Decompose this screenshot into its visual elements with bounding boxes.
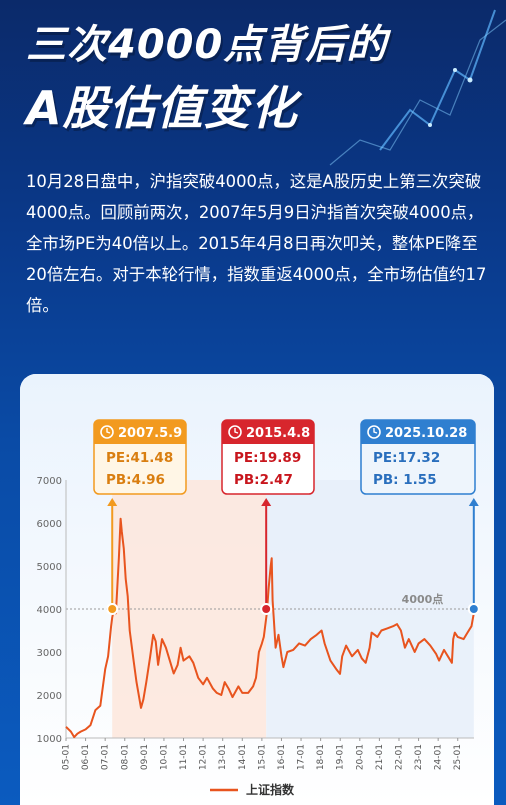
callout-date: 2007.5.9	[118, 426, 182, 441]
x-tick-label: 17-01	[297, 744, 307, 770]
x-tick-label: 20-01	[355, 744, 365, 770]
chart-card: 4000点 1000 2000 3000 4000 5000 6000 7000 05-01 06…	[20, 374, 494, 805]
callout-pe: PE:19.89	[234, 450, 301, 466]
x-tick-label: 13-01	[218, 744, 228, 770]
clock-icon-hands	[106, 428, 111, 434]
callout-header-fill	[94, 436, 186, 444]
callout-pe: PE:41.48	[106, 450, 173, 466]
marker-point-0	[106, 603, 119, 615]
intro-text: 10月28日盘中，沪指突破4000点，这是A股历史上第三次突破4000点。回顾前…	[26, 172, 487, 315]
x-tick-label: 08-01	[120, 744, 130, 770]
y-tick-label: 1000	[37, 734, 62, 745]
callout-box-2: 2025.10.28 PE:17.32 PB: 1.55	[360, 419, 476, 495]
y-tick-label: 2000	[37, 691, 62, 702]
callout-arrowhead-1	[261, 498, 272, 506]
x-tick-label: 23-01	[414, 744, 424, 770]
callout-pe: PE:17.32	[373, 450, 440, 466]
x-tick-label: 25-01	[453, 744, 463, 770]
x-tick-label: 14-01	[238, 744, 248, 770]
marker-point-1	[260, 603, 273, 615]
x-tick-label: 18-01	[316, 744, 326, 770]
x-tick-label: 06-01	[81, 744, 91, 770]
clock-icon-hands	[234, 428, 239, 434]
y-tick-label: 4000	[37, 605, 62, 616]
y-tick-label: 5000	[37, 562, 62, 573]
callout-box-1: 2015.4.8 PE:19.89 PB:2.47	[221, 419, 315, 495]
callout-box-0: 2007.5.9 PE:41.48 PB:4.96	[93, 419, 187, 495]
x-tick-label: 12-01	[199, 744, 209, 770]
page-title-line-2: A股估值变化	[26, 81, 298, 135]
index-line-chart: 4000点 1000 2000 3000 4000 5000 6000 7000 05-01 06…	[20, 374, 494, 805]
callout-pb: PB:4.96	[106, 472, 165, 488]
callout-date: 2015.4.8	[246, 426, 310, 441]
callout-header-fill	[222, 436, 314, 444]
series-line-shanghai	[65, 517, 475, 739]
callout-arrowhead-0	[107, 498, 118, 506]
page-title-line-1: 三次4000点背后的	[26, 22, 388, 68]
y-tick-label: 6000	[37, 519, 62, 530]
callout-pb: PB: 1.55	[373, 472, 437, 488]
reference-line-label: 4000点	[402, 592, 444, 606]
callout-pb: PB:2.47	[234, 472, 293, 488]
x-tick-label: 09-01	[140, 744, 150, 770]
callout-header-fill	[361, 436, 475, 444]
x-tick-label: 11-01	[179, 744, 189, 770]
clock-icon	[100, 425, 114, 439]
x-tick-label: 21-01	[375, 744, 385, 770]
callout-arrowhead-2	[468, 498, 479, 506]
marker-point-2	[467, 603, 480, 615]
x-tick-label: 10-01	[159, 744, 169, 770]
y-tick-label: 3000	[37, 648, 62, 659]
x-tick-label: 15-01	[257, 744, 267, 770]
clock-icon	[367, 425, 381, 439]
x-tick-label: 22-01	[394, 744, 404, 770]
x-tick-label: 16-01	[277, 744, 287, 770]
x-tick-label: 19-01	[336, 744, 346, 770]
x-tick-label: 24-01	[434, 744, 444, 770]
callout-date: 2025.10.28	[385, 426, 467, 441]
x-tick-label: 05-01	[62, 744, 72, 770]
clock-icon	[228, 425, 242, 439]
clock-icon-hands	[373, 428, 378, 434]
y-tick-label: 7000	[37, 476, 62, 487]
x-tick-label: 07-01	[101, 744, 111, 770]
legend-label: 上证指数	[246, 782, 295, 797]
